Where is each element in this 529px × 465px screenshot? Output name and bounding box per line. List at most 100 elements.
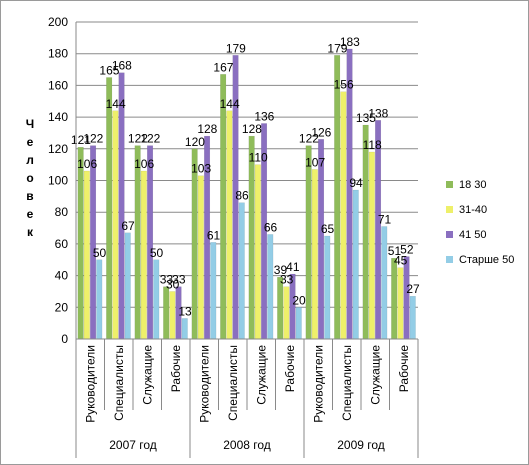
data-label-2-7: 41: [286, 260, 300, 274]
category-label: Руководители: [311, 345, 325, 423]
data-label-1-5: 144: [220, 97, 240, 111]
bar-3-1: [124, 232, 131, 340]
category-label: Специалисты: [340, 345, 354, 421]
category-label: Руководители: [197, 345, 211, 423]
bar-1-10: [368, 151, 375, 340]
data-label-0-2: 122: [128, 132, 148, 146]
bar-3-9: [352, 189, 359, 340]
y-tick-label: 20: [55, 300, 69, 314]
bar-2-11: [403, 256, 410, 340]
bar-3-2: [153, 259, 160, 340]
bar-1-7: [283, 286, 290, 340]
bar-3-0: [96, 259, 103, 340]
category-label: Специалисты: [112, 345, 126, 421]
bar-0-8: [305, 145, 312, 340]
category-label: Рабочие: [397, 345, 411, 393]
legend-swatch-0: [446, 181, 453, 188]
bar-0-9: [334, 55, 341, 340]
data-label-0-4: 120: [185, 135, 205, 149]
bar-1-0: [83, 170, 90, 340]
group-label: 2009 год: [337, 438, 385, 452]
data-label-3-1: 67: [121, 219, 135, 233]
y-tick-label: 160: [48, 78, 68, 92]
y-tick-label: 140: [48, 110, 68, 124]
data-label-2-0: 122: [83, 132, 103, 146]
data-label-0-9: 179: [327, 41, 347, 55]
data-label-1-8: 107: [305, 155, 325, 169]
data-label-3-11: 27: [406, 282, 420, 296]
y-tick-label: 60: [55, 237, 69, 251]
category-label: Специалисты: [226, 345, 240, 421]
data-label-1-3: 30: [166, 277, 180, 291]
bar-1-6: [254, 164, 261, 340]
bar-1-4: [197, 175, 204, 340]
data-label-1-7: 33: [280, 273, 294, 287]
bar-0-3: [163, 286, 170, 340]
legend-swatch-3: [446, 256, 453, 263]
data-label-3-2: 50: [150, 246, 164, 260]
data-label-3-0: 50: [93, 246, 107, 260]
legend-label-2: 41 50: [459, 229, 487, 241]
data-label-3-6: 66: [264, 220, 278, 234]
bar-0-6: [248, 135, 255, 340]
data-label-2-6: 136: [254, 109, 274, 123]
data-label-3-9: 94: [349, 176, 363, 190]
data-label-1-6: 110: [249, 151, 268, 165]
data-label-2-1: 168: [112, 59, 132, 73]
bar-1-3: [169, 291, 176, 340]
category-label: Рабочие: [169, 345, 183, 393]
data-label-2-2: 122: [140, 132, 160, 146]
data-label-1-2: 106: [134, 157, 154, 171]
y-tick-label: 180: [48, 47, 68, 61]
bar-1-2: [140, 170, 147, 340]
data-label-3-5: 86: [235, 189, 249, 203]
bar-1-8: [311, 169, 318, 340]
category-label: Руководители: [83, 345, 97, 423]
data-label-0-3: 33: [160, 273, 174, 287]
bar-0-4: [191, 148, 198, 340]
data-label-0-10: 135: [356, 111, 376, 125]
bar-2-9: [346, 48, 353, 340]
group-label: 2008 год: [223, 438, 271, 452]
bar-3-11: [409, 296, 416, 340]
data-label-0-1: 165: [99, 63, 119, 77]
data-label-3-7: 20: [292, 293, 306, 307]
data-label-0-8: 122: [299, 132, 319, 146]
data-label-2-10: 138: [368, 106, 388, 120]
y-tick-label: 0: [61, 332, 68, 346]
data-label-2-4: 128: [197, 122, 217, 136]
data-label-1-0: 106: [77, 157, 97, 171]
bar-2-10: [375, 120, 382, 340]
legend-swatch-2: [446, 231, 453, 238]
bar-0-10: [362, 124, 369, 340]
data-label-2-5: 179: [226, 41, 246, 55]
y-tick-label: 200: [48, 15, 68, 29]
bar-2-0: [90, 145, 97, 340]
bar-3-7: [295, 307, 302, 340]
bar-1-11: [397, 267, 404, 340]
bar-0-2: [134, 145, 141, 340]
data-label-2-11: 52: [400, 243, 414, 257]
bar-1-1: [112, 110, 119, 340]
bar-3-4: [210, 242, 217, 340]
legend-label-0: 18 30: [459, 179, 487, 191]
y-tick-label: 80: [55, 205, 69, 219]
data-label-0-5: 167: [213, 60, 233, 74]
bar-1-5: [226, 110, 233, 340]
y-tick-label: 100: [48, 174, 68, 188]
data-label-1-10: 118: [363, 138, 382, 152]
data-label-0-7: 39: [274, 263, 288, 277]
data-label-0-11: 51: [388, 244, 402, 258]
bar-2-2: [147, 145, 154, 340]
y-tick-label: 120: [48, 142, 68, 156]
bar-2-1: [118, 72, 125, 340]
legend-label-1: 31-40: [459, 204, 487, 216]
data-label-3-4: 61: [207, 228, 221, 242]
bar-3-3: [181, 318, 188, 340]
category-label: Служащие: [254, 345, 268, 405]
data-label-1-11: 45: [394, 254, 408, 268]
bar-3-6: [267, 234, 274, 340]
